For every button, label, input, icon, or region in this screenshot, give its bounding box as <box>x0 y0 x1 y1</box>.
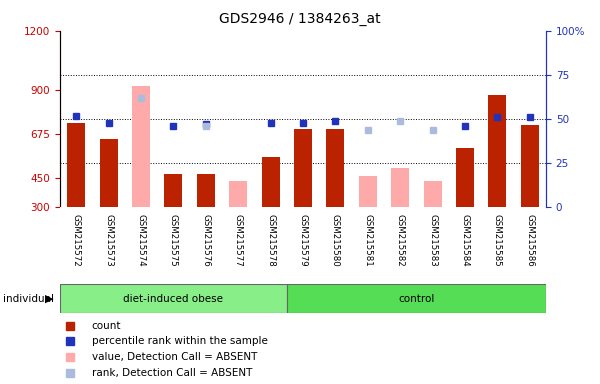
Bar <box>197 174 215 207</box>
Bar <box>359 176 377 207</box>
Bar <box>326 129 344 207</box>
Text: count: count <box>92 321 121 331</box>
Text: percentile rank within the sample: percentile rank within the sample <box>92 336 268 346</box>
Bar <box>229 181 247 207</box>
Text: GSM215583: GSM215583 <box>428 214 437 266</box>
Text: GDS2946 / 1384263_at: GDS2946 / 1384263_at <box>219 12 381 25</box>
Text: GSM215575: GSM215575 <box>169 214 178 266</box>
Bar <box>391 168 409 207</box>
Text: GSM215581: GSM215581 <box>363 214 372 266</box>
Bar <box>488 96 506 207</box>
Bar <box>164 174 182 207</box>
Text: GSM215577: GSM215577 <box>234 214 242 266</box>
Text: value, Detection Call = ABSENT: value, Detection Call = ABSENT <box>92 352 257 362</box>
Text: ▶: ▶ <box>45 293 53 304</box>
Bar <box>521 125 539 207</box>
Text: GSM215584: GSM215584 <box>461 214 469 266</box>
Text: GSM215576: GSM215576 <box>202 214 211 266</box>
Text: GSM215580: GSM215580 <box>331 214 340 266</box>
Text: rank, Detection Call = ABSENT: rank, Detection Call = ABSENT <box>92 368 252 378</box>
Text: GSM215578: GSM215578 <box>266 214 275 266</box>
Text: GSM215573: GSM215573 <box>104 214 113 266</box>
Text: control: control <box>398 293 434 304</box>
Bar <box>100 139 118 207</box>
Bar <box>294 129 312 207</box>
Bar <box>424 181 442 207</box>
Text: GSM215585: GSM215585 <box>493 214 502 266</box>
Bar <box>132 86 150 207</box>
Text: individual: individual <box>3 293 54 304</box>
Text: GSM215579: GSM215579 <box>299 214 308 266</box>
Bar <box>67 123 85 207</box>
Text: GSM215572: GSM215572 <box>72 214 80 266</box>
Bar <box>262 157 280 207</box>
Text: GSM215582: GSM215582 <box>396 214 404 266</box>
Bar <box>287 284 546 313</box>
Text: GSM215586: GSM215586 <box>526 214 534 266</box>
Bar <box>60 284 287 313</box>
Text: GSM215574: GSM215574 <box>137 214 146 266</box>
Text: diet-induced obese: diet-induced obese <box>124 293 223 304</box>
Bar <box>456 149 474 207</box>
